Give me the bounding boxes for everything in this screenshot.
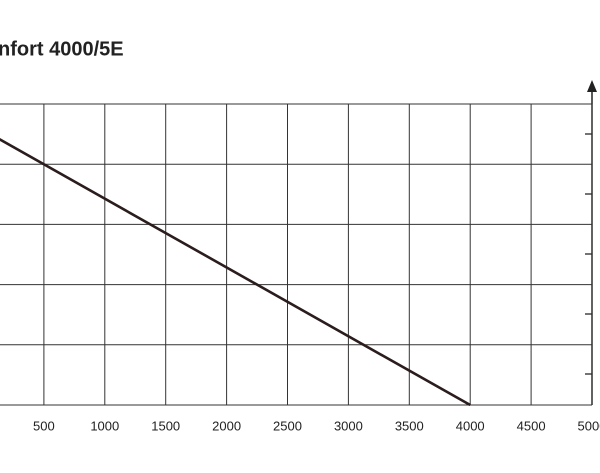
x-tick-label: 4000 (456, 418, 485, 433)
chart-title: nfort 4000/5E (0, 38, 124, 60)
x-tick-label: 3000 (334, 418, 363, 433)
x-tick-label: 4500 (517, 418, 546, 433)
minor-ticks (585, 133, 592, 375)
x-tick-label: 500 (33, 418, 55, 433)
line (0, 137, 471, 407)
x-tick-label: 2000 (212, 418, 241, 433)
x-tick-label: 5000 (578, 418, 600, 433)
x-tick-label: 1000 (90, 418, 119, 433)
x-tick-label: 2500 (273, 418, 302, 433)
axis-arrow (587, 80, 597, 92)
x-tick-label: 3500 (395, 418, 424, 433)
x-tick-label: 1500 (151, 418, 180, 433)
